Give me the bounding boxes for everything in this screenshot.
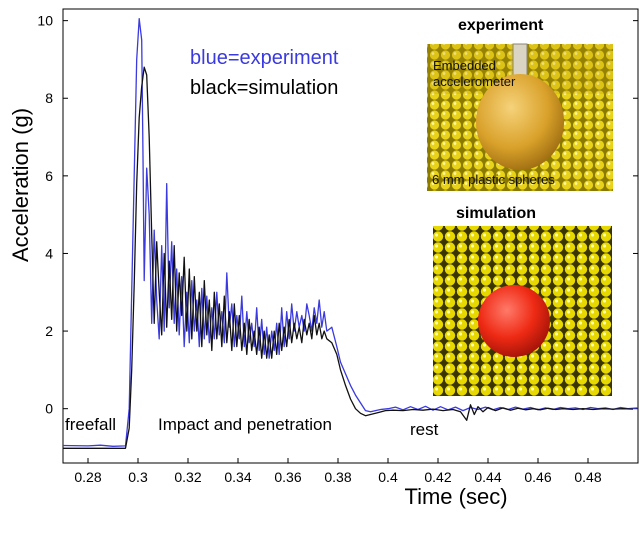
y-tick-label: 2 [45,323,53,339]
y-tick-label: 0 [45,401,53,417]
experiment-inset: experiment Embedded accelerometer 6 mm p… [427,17,613,191]
x-tick-label: 0.3 [128,469,148,485]
y-tick-label: 4 [45,245,53,261]
y-axis-label: Acceleration (g) [8,108,33,262]
x-axis-label: Time (sec) [404,484,507,509]
inset-label-spheres: 6 mm plastic spheres [432,172,555,187]
annotation-freefall: freefall [65,415,116,434]
simulation-inset: simulation [433,205,612,396]
x-tick-label: 0.38 [324,469,351,485]
annotation-rest: rest [410,420,439,439]
x-tick-label: 0.42 [424,469,451,485]
x-tick-label: 0.4 [378,469,398,485]
x-tick-label: 0.32 [174,469,201,485]
inset-experiment-title: experiment [458,17,544,34]
experiment-ball-icon [476,74,564,170]
y-tick-label: 6 [45,168,53,184]
legend-simulation: black=simulation [190,77,338,99]
x-tick-label: 0.44 [474,469,501,485]
inset-simulation-title: simulation [456,205,536,222]
axis-ticks: 0.28 0.3 0.32 0.34 0.36 0.38 0.4 0.42 0.44 0.46 0.… [37,13,638,485]
y-tick-label: 10 [37,13,53,29]
series-line-simulation [63,66,634,449]
x-tick-label: 0.28 [74,469,101,485]
legend-experiment: blue=experiment [190,47,339,69]
x-tick-label: 0.36 [274,469,301,485]
x-tick-label: 0.48 [574,469,601,485]
inset-label-sensor-1: Embedded [433,58,496,73]
annotation-impact: Impact and penetration [158,415,332,434]
series-layer [62,18,639,449]
x-tick-label: 0.34 [224,469,251,485]
y-tick-label: 8 [45,90,53,106]
x-tick-label: 0.46 [524,469,551,485]
simulation-ball-icon [478,285,550,357]
accelerometer-mount-icon [512,43,528,77]
inset-label-sensor-2: accelerometer [433,74,516,89]
